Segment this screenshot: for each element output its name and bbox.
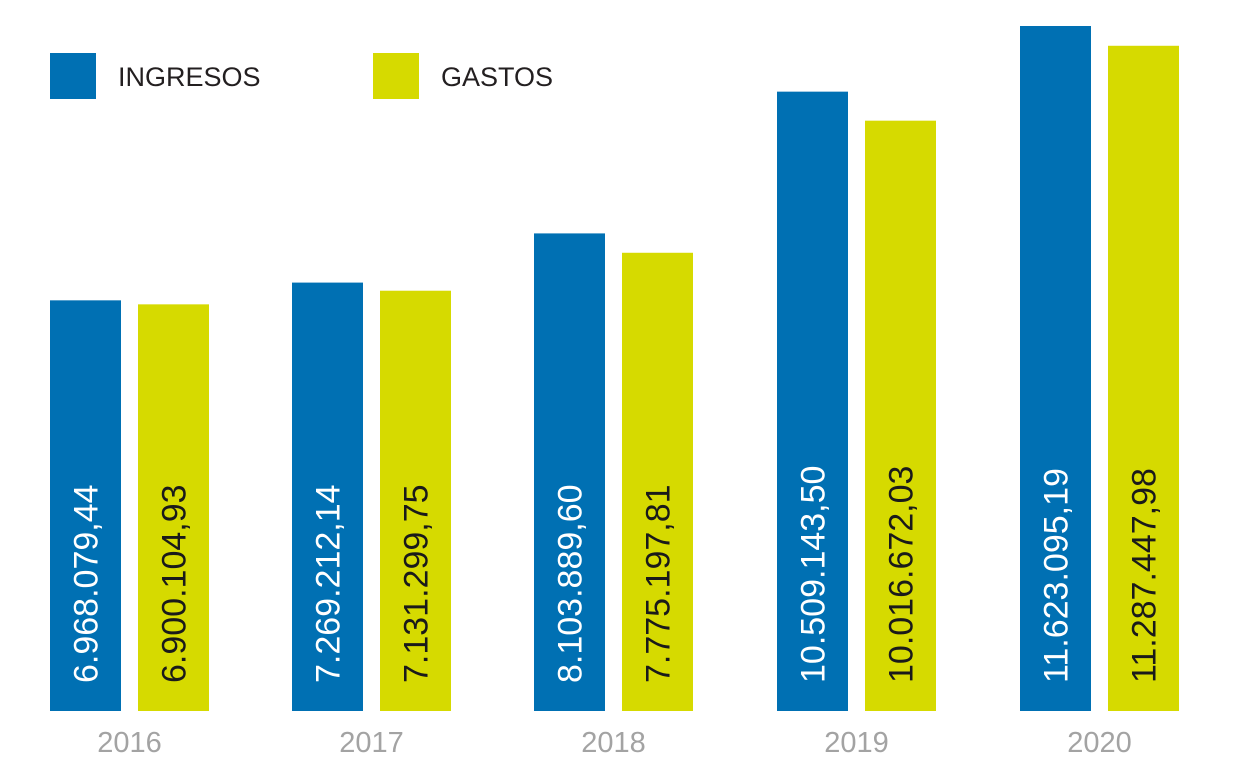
x-tick-label-2017: 2017	[339, 727, 404, 759]
x-tick-label-2018: 2018	[581, 727, 646, 759]
ingresos-2020-value-label: 11.623.095,19	[1038, 468, 1076, 683]
gastos-2019-value-label: 10.016.672,03	[883, 466, 921, 683]
x-tick-label-2020: 2020	[1067, 727, 1132, 759]
ingresos-2019-value-label: 10.509.143,50	[795, 466, 833, 683]
legend-label-gastos: GASTOS	[441, 62, 554, 92]
gastos-2017-bar	[380, 290, 451, 711]
legend-label-ingresos: INGRESOS	[118, 62, 261, 92]
ingresos-2020-bar	[1020, 26, 1091, 711]
gastos-2017-value-label: 7.131.299,75	[398, 484, 436, 683]
legend-swatch-ingresos	[50, 53, 96, 99]
ingresos-2018-value-label: 8.103.889,60	[552, 484, 590, 683]
x-tick-label-2016: 2016	[97, 727, 162, 759]
ingresos-2017-bar	[292, 282, 363, 711]
x-tick-label-2019: 2019	[824, 727, 889, 759]
gastos-2018-value-label: 7.775.197,81	[640, 484, 678, 683]
gastos-2016-bar	[138, 304, 209, 711]
gastos-2019-bar	[865, 120, 936, 711]
ingresos-2019-bar	[777, 91, 848, 711]
ingresos-2017-value-label: 7.269.212,14	[310, 484, 348, 683]
gastos-2018-bar	[622, 252, 693, 711]
gastos-2016-value-label: 6.900.104,93	[156, 484, 194, 683]
gastos-2020-value-label: 11.287.447,98	[1126, 468, 1164, 683]
legend-swatch-gastos	[373, 53, 419, 99]
ingresos-2016-value-label: 6.968.079,44	[68, 484, 106, 683]
ingresos-2016-bar	[50, 300, 121, 711]
ingresos-2018-bar	[534, 233, 605, 711]
gastos-2020-bar	[1108, 45, 1179, 711]
